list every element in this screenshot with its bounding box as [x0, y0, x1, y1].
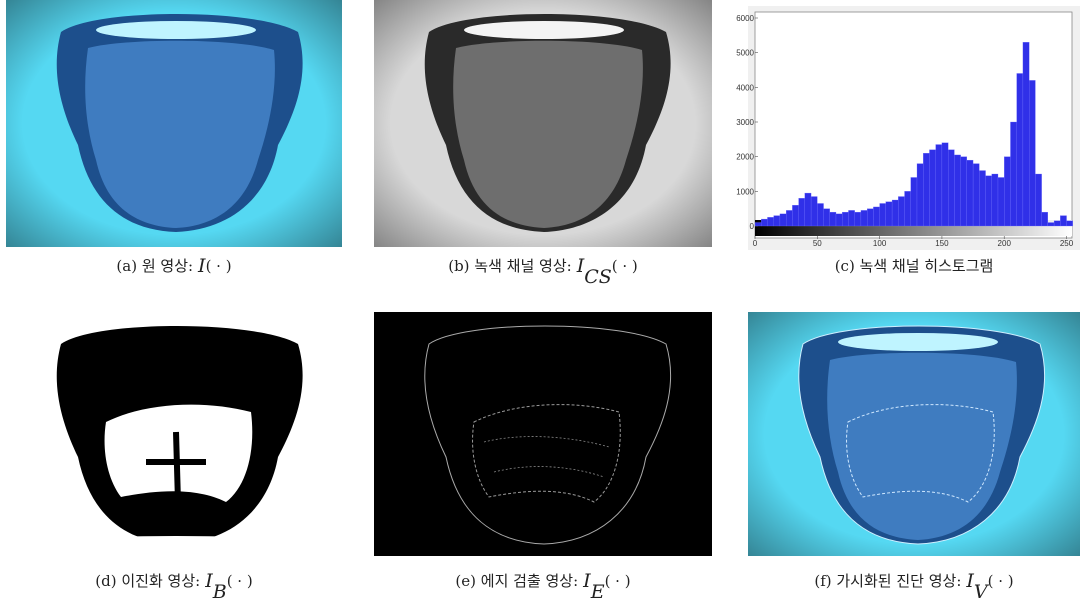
- bar: [942, 143, 948, 226]
- caption: (f) 가시화된 진단 영상:IV( · ): [814, 570, 1013, 603]
- caption-subscript: CS: [584, 266, 612, 288]
- caption-label: (e) 에지 검출 영상:: [455, 572, 578, 590]
- x-tick-label: 150: [935, 239, 949, 248]
- caption: (b) 녹색 채널 영상:ICS( · ): [448, 255, 638, 288]
- caption: (a) 원 영상:I( · ): [116, 255, 231, 277]
- bar: [986, 176, 992, 226]
- caption-arg: ( · ): [206, 257, 232, 275]
- bar: [1023, 42, 1029, 226]
- bar: [805, 193, 811, 226]
- bar: [836, 214, 842, 226]
- bar: [880, 203, 886, 226]
- caption: (d) 이진화 영상:IB( · ): [95, 570, 252, 603]
- bar: [967, 160, 973, 226]
- bar: [923, 153, 929, 226]
- panel-visualized: [748, 312, 1080, 556]
- y-tick-label: 0: [750, 222, 755, 231]
- caption-label: (a) 원 영상:: [116, 257, 193, 275]
- bar: [1060, 216, 1066, 226]
- bar: [786, 210, 792, 226]
- caption-arg: ( · ): [612, 257, 638, 275]
- bar: [1035, 174, 1041, 226]
- x-tick-label: 50: [813, 239, 822, 248]
- y-tick-label: 6000: [736, 14, 754, 23]
- caption: (e) 에지 검출 영상:IE( · ): [455, 570, 630, 603]
- bar: [811, 197, 817, 226]
- bar: [780, 214, 786, 226]
- bar: [936, 145, 942, 226]
- x-tick-label: 100: [873, 239, 887, 248]
- bar: [886, 202, 892, 226]
- caption-label: (c) 녹색 채널 히스토그램: [835, 257, 994, 275]
- bar: [792, 205, 798, 226]
- bar: [767, 217, 773, 226]
- y-tick-label: 1000: [736, 187, 754, 196]
- caption: (c) 녹색 채널 히스토그램: [835, 257, 994, 275]
- bar: [917, 164, 923, 226]
- bar: [979, 171, 985, 226]
- x-tick-label: 0: [753, 239, 758, 248]
- bar: [961, 157, 967, 226]
- bar: [873, 207, 879, 226]
- bar: [998, 177, 1004, 226]
- bar: [817, 203, 823, 226]
- bar: [761, 219, 767, 226]
- bar: [898, 197, 904, 226]
- bar: [992, 174, 998, 226]
- caption-arg: ( · ): [227, 572, 253, 590]
- caption-subscript: B: [212, 581, 227, 603]
- bar: [842, 212, 848, 226]
- bar: [973, 164, 979, 226]
- y-tick-label: 4000: [736, 83, 754, 92]
- bar: [1010, 122, 1016, 226]
- caption-label: (d) 이진화 영상:: [95, 572, 200, 590]
- caption-arg: ( · ): [605, 572, 631, 590]
- bar: [1042, 212, 1048, 226]
- caption-arg: ( · ): [988, 572, 1014, 590]
- bar: [1048, 223, 1054, 226]
- caption-subscript: E: [590, 581, 605, 603]
- bar: [755, 223, 761, 226]
- y-tick-label: 3000: [736, 118, 754, 127]
- y-tick-label: 2000: [736, 153, 754, 162]
- bar: [905, 191, 911, 226]
- bar: [867, 209, 873, 226]
- bar: [848, 210, 854, 226]
- panel-edge: [374, 312, 712, 556]
- bar: [855, 212, 861, 226]
- bar: [824, 209, 830, 226]
- x-tick-label: 250: [1060, 239, 1074, 248]
- bar: [1004, 157, 1010, 226]
- panel-binary: [6, 312, 346, 560]
- bar: [911, 177, 917, 226]
- x-tick-label: 200: [998, 239, 1012, 248]
- bar: [1017, 73, 1023, 226]
- bar: [954, 155, 960, 226]
- bar: [892, 200, 898, 226]
- panel-green-channel: [374, 0, 712, 247]
- bar: [948, 150, 954, 226]
- bar: [774, 216, 780, 226]
- bar: [830, 212, 836, 226]
- caption-label: (b) 녹색 채널 영상:: [448, 257, 571, 275]
- bar: [929, 150, 935, 226]
- figure: 0 1000 2000 3000 4000 5000 6000 0 50 100 150 200 250…: [0, 0, 1084, 604]
- bar: [1067, 221, 1073, 226]
- bar: [1029, 80, 1035, 226]
- y-tick-label: 5000: [736, 49, 754, 58]
- bar: [861, 210, 867, 226]
- bar: [1054, 221, 1060, 226]
- panel-original: [6, 0, 342, 247]
- bar: [799, 198, 805, 226]
- caption-label: (f) 가시화된 진단 영상:: [814, 572, 961, 590]
